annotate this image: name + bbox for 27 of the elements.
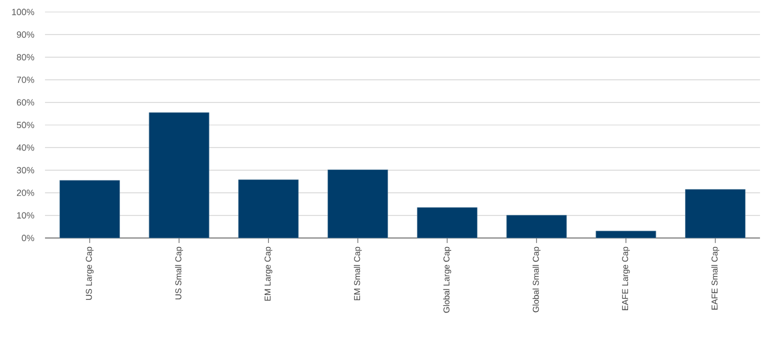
y-tick-label: 100% — [12, 8, 34, 16]
y-tick-label: 90% — [16, 31, 34, 38]
bar — [328, 170, 388, 238]
y-tick-label: 10% — [17, 212, 34, 219]
bar — [238, 179, 299, 238]
bar — [506, 214, 567, 238]
bar — [60, 180, 120, 238]
y-tick-label: 60% — [16, 99, 34, 106]
x-tick-label: Global Small Cap — [532, 246, 541, 312]
bar — [416, 207, 478, 238]
x-tick-label: US Large Cap — [86, 246, 94, 300]
bar — [685, 189, 746, 238]
y-tick-label: 40% — [16, 144, 34, 151]
y-tick-label: 50% — [16, 122, 34, 128]
x-tick-label: EAFE Small Cap — [711, 246, 720, 310]
x-tick-label: US Small Cap — [175, 246, 184, 300]
x-tick-label: EM Large Cap — [264, 246, 272, 301]
bar — [148, 112, 210, 238]
y-tick-label: 70% — [16, 76, 34, 83]
x-tick-label: Global Large Cap — [443, 246, 452, 313]
y-tick-label: 80% — [16, 54, 34, 60]
y-tick-label: 20% — [16, 190, 34, 196]
x-tick-label: EAFE Large Cap — [622, 246, 630, 310]
y-tick-label: 30% — [16, 167, 34, 174]
x-tick-label: EM Small Cap — [354, 246, 362, 300]
y-tick-label: 0% — [22, 234, 34, 242]
bar — [596, 230, 656, 238]
